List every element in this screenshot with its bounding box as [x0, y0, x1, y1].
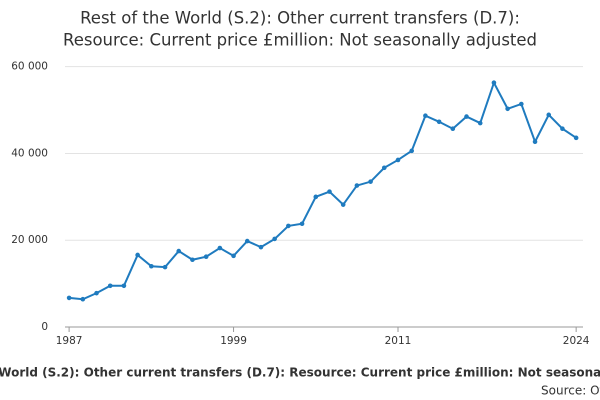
- point: [368, 179, 373, 184]
- point: [135, 252, 140, 258]
- point: [477, 120, 483, 126]
- x-tick-label: 1999: [220, 335, 247, 347]
- point: [505, 106, 510, 112]
- chart-title: Rest of the World (S.2): Other current t…: [80, 9, 520, 28]
- point: [423, 113, 428, 119]
- point: [491, 80, 497, 86]
- point: [313, 194, 319, 200]
- point: [286, 223, 291, 229]
- source: Source: Office for National Statistics: [541, 384, 600, 398]
- point: [546, 112, 552, 118]
- point: [258, 244, 264, 250]
- x-tick-label: 1987: [56, 335, 83, 347]
- chart-title: Resource: Current price £million: Not se…: [63, 31, 537, 50]
- point: [176, 248, 182, 254]
- point: [217, 245, 223, 251]
- point: [436, 119, 442, 125]
- legend-entry: Rest of the World (S.2): Other current t…: [0, 366, 600, 380]
- point: [381, 165, 387, 171]
- point: [80, 296, 86, 302]
- point: [107, 283, 113, 289]
- point: [121, 283, 127, 289]
- point: [560, 126, 565, 132]
- line: [69, 80, 577, 301]
- point: [464, 114, 469, 119]
- point: [66, 295, 72, 301]
- point: [532, 139, 538, 145]
- y-tick-label: 20 000: [11, 234, 48, 246]
- point: [519, 101, 524, 107]
- y-tick-label: 40 000: [11, 147, 48, 159]
- point: [409, 148, 415, 154]
- point: [94, 290, 99, 296]
- point: [149, 263, 154, 269]
- point: [395, 157, 401, 163]
- x-tick-label: 2024: [563, 335, 590, 347]
- y-tick-label: 60 000: [11, 61, 48, 73]
- point: [231, 253, 236, 259]
- point: [272, 236, 277, 242]
- point: [340, 202, 346, 207]
- point: [327, 189, 332, 194]
- point: [203, 254, 209, 260]
- point: [299, 221, 305, 227]
- y-tick-label: 0: [41, 321, 48, 333]
- point: [162, 264, 168, 270]
- point: [573, 135, 579, 141]
- point: [450, 126, 456, 132]
- point: [190, 257, 195, 263]
- x-tick-label: 2011: [385, 335, 412, 347]
- point: [354, 183, 360, 188]
- point: [244, 238, 250, 244]
